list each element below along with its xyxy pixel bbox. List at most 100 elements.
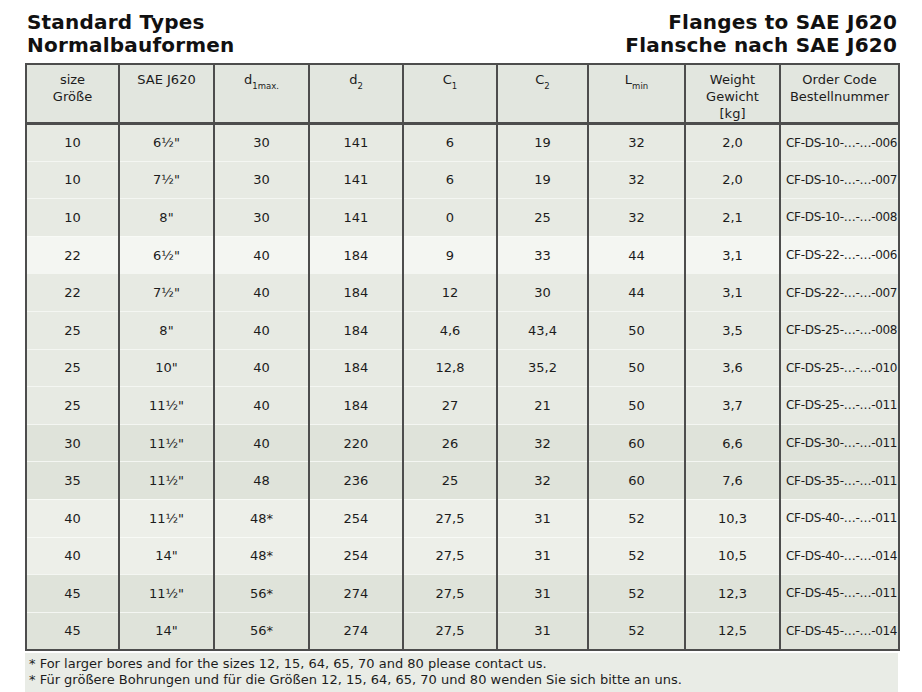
cell-c1: 25 xyxy=(403,462,497,500)
cell-c2: 32 xyxy=(497,424,588,462)
cell-sae: 14" xyxy=(119,612,214,650)
cell-lmin: 60 xyxy=(588,462,685,500)
cell-sae: 11½" xyxy=(119,424,214,462)
cell-d2: 236 xyxy=(309,462,403,500)
cell-size: 25 xyxy=(26,349,119,387)
table-row: 4011½"48*25427,5315210,3CF-DS-40-…-…-011 xyxy=(26,499,899,537)
cell-c2: 35,2 xyxy=(497,349,588,387)
cell-d1max: 40 xyxy=(214,349,309,387)
cell-c2: 31 xyxy=(497,575,588,613)
cell-c1: 27 xyxy=(403,387,497,425)
footnote-en: * For larger bores and for the sizes 12,… xyxy=(29,656,890,673)
cell-sae: 6½" xyxy=(119,124,214,162)
cell-sae: 11½" xyxy=(119,462,214,500)
cell-c1: 12 xyxy=(403,274,497,312)
datasheet-page: Standard Types Normalbauformen Flanges t… xyxy=(0,0,922,692)
cell-d1max: 48* xyxy=(214,537,309,575)
cell-size: 10 xyxy=(26,124,119,162)
cell-d2: 274 xyxy=(309,612,403,650)
cell-weight: 2,0 xyxy=(685,124,780,162)
cell-c1: 27,5 xyxy=(403,499,497,537)
cell-sae: 11½" xyxy=(119,575,214,613)
cell-sae: 8" xyxy=(119,199,214,237)
cell-sae: 11½" xyxy=(119,499,214,537)
cell-c2: 30 xyxy=(497,274,588,312)
col-header-size: sizeGröße xyxy=(26,64,119,124)
cell-order-code: CF-DS-22-…-…-006 xyxy=(780,236,899,274)
cell-d2: 184 xyxy=(309,349,403,387)
cell-lmin: 50 xyxy=(588,387,685,425)
col-header-d2: d2 xyxy=(309,64,403,124)
table-row: 2511½"401842721503,7CF-DS-25-…-…-011 xyxy=(26,387,899,425)
col-header-order-code: Order CodeBestellnummer xyxy=(780,64,899,124)
cell-lmin: 44 xyxy=(588,274,685,312)
cell-c2: 31 xyxy=(497,612,588,650)
cell-weight: 2,1 xyxy=(685,199,780,237)
title-left: Standard Types Normalbauformen xyxy=(27,11,235,57)
cell-c1: 4,6 xyxy=(403,311,497,349)
cell-size: 10 xyxy=(26,199,119,237)
cell-size: 25 xyxy=(26,311,119,349)
cell-sae: 7½" xyxy=(119,274,214,312)
cell-size: 40 xyxy=(26,537,119,575)
table-row: 3011½"402202632606,6CF-DS-30-…-…-011 xyxy=(26,424,899,462)
cell-d1max: 40 xyxy=(214,311,309,349)
table-row: 107½"30141619322,0CF-DS-10-…-…-007 xyxy=(26,161,899,199)
cell-size: 25 xyxy=(26,387,119,425)
footnote-de: * Für größere Bohrungen und für die Größ… xyxy=(29,672,890,689)
cell-size: 10 xyxy=(26,161,119,199)
cell-c2: 32 xyxy=(497,462,588,500)
cell-c1: 9 xyxy=(403,236,497,274)
cell-c2: 43,4 xyxy=(497,311,588,349)
cell-weight: 12,3 xyxy=(685,575,780,613)
cell-weight: 12,5 xyxy=(685,612,780,650)
cell-size: 45 xyxy=(26,575,119,613)
cell-d2: 254 xyxy=(309,537,403,575)
title-right: Flanges to SAE J620 Flansche nach SAE J6… xyxy=(625,11,897,57)
page-title-en: Standard Types xyxy=(27,11,235,34)
cell-d2: 184 xyxy=(309,274,403,312)
cell-c2: 31 xyxy=(497,499,588,537)
cell-d1max: 40 xyxy=(214,274,309,312)
cell-c2: 21 xyxy=(497,387,588,425)
footnotes: * For larger bores and for the sizes 12,… xyxy=(25,653,898,692)
cell-weight: 3,1 xyxy=(685,274,780,312)
cell-d1max: 48 xyxy=(214,462,309,500)
cell-d2: 254 xyxy=(309,499,403,537)
cell-lmin: 52 xyxy=(588,612,685,650)
cell-c2: 31 xyxy=(497,537,588,575)
cell-weight: 3,5 xyxy=(685,311,780,349)
cell-size: 22 xyxy=(26,274,119,312)
cell-d2: 274 xyxy=(309,575,403,613)
cell-d1max: 40 xyxy=(214,387,309,425)
cell-lmin: 50 xyxy=(588,349,685,387)
cell-lmin: 52 xyxy=(588,537,685,575)
cell-c1: 12,8 xyxy=(403,349,497,387)
cell-d2: 141 xyxy=(309,124,403,162)
table-row: 2510"4018412,835,2503,6CF-DS-25-…-…-010 xyxy=(26,349,899,387)
cell-order-code: CF-DS-35-…-…-011 xyxy=(780,462,899,500)
cell-lmin: 32 xyxy=(588,124,685,162)
page-subtitle-de: Flansche nach SAE J620 xyxy=(625,34,897,57)
cell-lmin: 32 xyxy=(588,199,685,237)
cell-order-code: CF-DS-40-…-…-011 xyxy=(780,499,899,537)
cell-sae: 14" xyxy=(119,537,214,575)
title-block: Standard Types Normalbauformen Flanges t… xyxy=(27,11,897,57)
cell-lmin: 50 xyxy=(588,311,685,349)
cell-order-code: CF-DS-45-…-…-014 xyxy=(780,612,899,650)
cell-c1: 6 xyxy=(403,161,497,199)
cell-d2: 220 xyxy=(309,424,403,462)
col-header-d1max: d1max. xyxy=(214,64,309,124)
cell-d1max: 40 xyxy=(214,236,309,274)
col-header-c2: C2 xyxy=(497,64,588,124)
cell-c1: 27,5 xyxy=(403,575,497,613)
table-row: 258"401844,643,4503,5CF-DS-25-…-…-008 xyxy=(26,311,899,349)
table-row: 226½"40184933443,1CF-DS-22-…-…-006 xyxy=(26,236,899,274)
cell-lmin: 52 xyxy=(588,575,685,613)
cell-size: 35 xyxy=(26,462,119,500)
cell-order-code: CF-DS-10-…-…-008 xyxy=(780,199,899,237)
cell-sae: 10" xyxy=(119,349,214,387)
table-row: 4514"56*27427,5315212,5CF-DS-45-…-…-014 xyxy=(26,612,899,650)
table-row: 227½"401841230443,1CF-DS-22-…-…-007 xyxy=(26,274,899,312)
cell-d2: 141 xyxy=(309,161,403,199)
